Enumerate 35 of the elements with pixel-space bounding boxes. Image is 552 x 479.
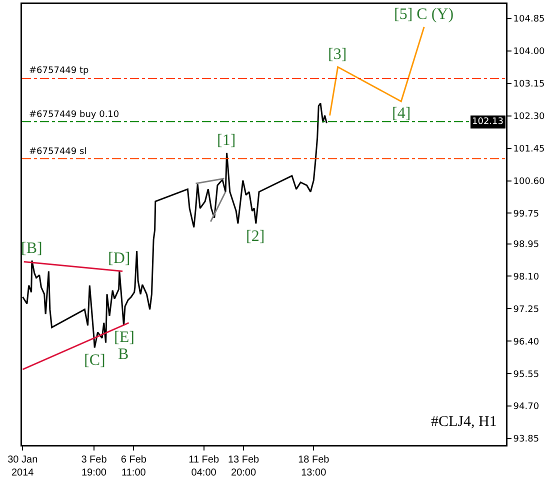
y-tick-label: 104.85 bbox=[513, 14, 545, 25]
y-tick-label: 96.40 bbox=[513, 337, 540, 348]
y-tick-label: 97.25 bbox=[513, 304, 540, 315]
annotation: [4] bbox=[392, 105, 411, 122]
annotation: [C] bbox=[84, 352, 106, 369]
y-tick-label: 99.75 bbox=[513, 209, 540, 220]
y-tick-label: 104.00 bbox=[513, 47, 546, 58]
annotation: #CLJ4, H1 bbox=[431, 414, 497, 430]
annotation: B bbox=[118, 346, 129, 363]
y-tick-label: 102.30 bbox=[513, 112, 546, 122]
y-tick-label: 93.85 bbox=[513, 434, 540, 445]
y-tick-label: 100.60 bbox=[513, 176, 546, 187]
x-tick-label: 11 Feb 04:00 bbox=[188, 454, 220, 478]
annotation: [D] bbox=[108, 250, 130, 267]
x-tick-label: 18 Feb 13:00 bbox=[298, 454, 330, 478]
annotation: [2] bbox=[246, 228, 265, 245]
x-tick-label: 30 Jan 2014 bbox=[8, 454, 38, 478]
y-tick-label: 103.15 bbox=[513, 80, 545, 90]
annotation: [E] bbox=[114, 329, 134, 346]
y-tick-label: 98.95 bbox=[513, 240, 540, 250]
annotation: [5] C (Y) bbox=[394, 6, 454, 23]
y-tick-label: 98.10 bbox=[513, 272, 540, 282]
ref-line-label: #6757449 buy 0.10 bbox=[29, 110, 120, 120]
y-tick-label: 94.70 bbox=[513, 402, 540, 412]
annotation: [1] bbox=[217, 132, 236, 149]
x-tick-label: 6 Feb 11:00 bbox=[120, 454, 147, 478]
x-tick-label: 13 Feb 20:00 bbox=[228, 454, 260, 478]
ref-line-label: #6757449 tp bbox=[29, 66, 90, 76]
annotation: 102.13 bbox=[472, 117, 504, 127]
annotation: [3] bbox=[328, 46, 347, 63]
y-tick-label: 95.55 bbox=[513, 370, 540, 380]
x-tick-label: 3 Feb 19:00 bbox=[81, 454, 108, 478]
ref-line-label: #6757449 sl bbox=[29, 147, 87, 157]
y-tick-label: 101.45 bbox=[513, 144, 545, 154]
annotation: [B] bbox=[21, 240, 42, 257]
